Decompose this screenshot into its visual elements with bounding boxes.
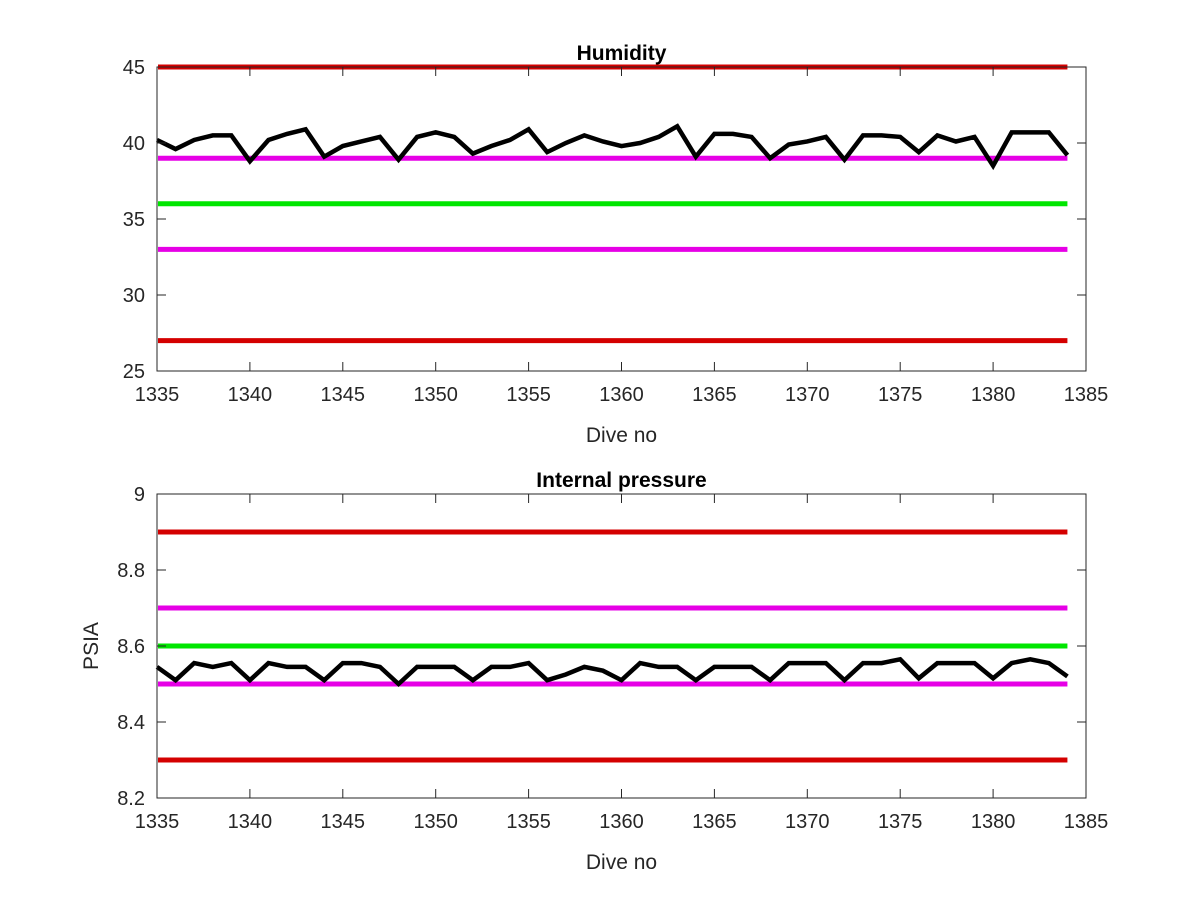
y-tick-label: 45 <box>123 57 145 79</box>
x-tick-label: 1345 <box>321 384 366 406</box>
y-tick-label: 30 <box>123 285 145 307</box>
x-tick-label: 1350 <box>413 811 458 833</box>
x-tick-label: 1385 <box>1064 384 1109 406</box>
x-tick-label: 1345 <box>321 811 366 833</box>
x-tick-label: 1360 <box>599 384 644 406</box>
x-tick-label: 1365 <box>692 811 737 833</box>
x-tick-label: 1355 <box>506 811 551 833</box>
x-tick-label: 1340 <box>228 384 273 406</box>
data-series-line <box>156 123 1070 171</box>
x-tick-label: 1360 <box>599 811 644 833</box>
data-series-line <box>155 656 1069 688</box>
axes-frame <box>156 66 1087 372</box>
internal-pressure-subplot: 1335 1340 1345 1350 1355 1360 1365 1370 1375 1380… <box>80 469 1108 874</box>
chart-title: Internal pressure <box>536 469 706 492</box>
x-axis-label: Dive no <box>586 851 657 874</box>
x-tick-label: 1380 <box>971 384 1016 406</box>
x-tick-label: 1365 <box>692 384 737 406</box>
x-tick-label: 1340 <box>228 811 273 833</box>
y-tick-label: 8.8 <box>117 560 145 582</box>
y-tick-label: 8.6 <box>117 636 145 658</box>
y-tick-label: 8.4 <box>117 712 145 734</box>
y-tick-label: 9 <box>134 484 145 506</box>
y-tick-label: 35 <box>123 209 145 231</box>
x-tick-label: 1380 <box>971 811 1016 833</box>
y-axis-label: PSIA <box>80 622 103 670</box>
x-tick-label: 1370 <box>785 384 830 406</box>
x-tick-label: 1335 <box>135 811 180 833</box>
x-tick-label: 1350 <box>413 384 458 406</box>
y-tick-label: 8.2 <box>117 788 145 810</box>
y-tick-label: 25 <box>123 361 145 383</box>
x-tick-label: 1355 <box>506 384 551 406</box>
y-tick-label: 40 <box>123 133 145 155</box>
x-tick-label: 1375 <box>878 811 923 833</box>
x-tick-label: 1370 <box>785 811 830 833</box>
chart-title: Humidity <box>577 42 667 65</box>
x-tick-label: 1385 <box>1064 811 1109 833</box>
x-tick-label: 1375 <box>878 384 923 406</box>
humidity-subplot: 1335 1340 1345 1350 1355 1360 1365 1370 1375 1380… <box>123 42 1109 447</box>
x-axis-label: Dive no <box>586 424 657 447</box>
x-tick-label: 1335 <box>135 384 180 406</box>
